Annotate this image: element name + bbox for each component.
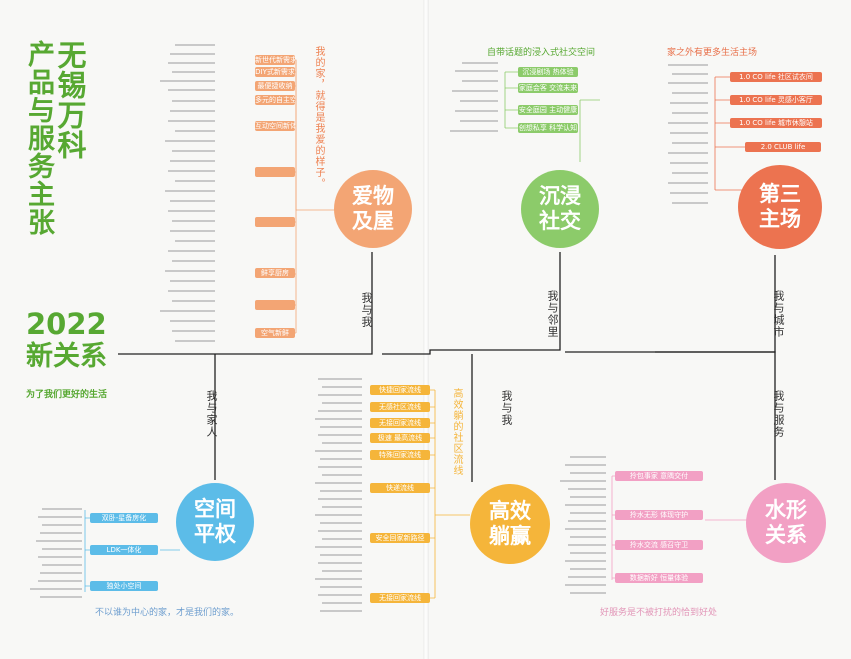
page-fold (423, 0, 429, 659)
aiwu-tag-1: 新世代新需求 (255, 55, 295, 65)
branch-me-me-bottom: 我与我 (500, 390, 513, 426)
aiwu-fine-print (160, 44, 215, 342)
circle-shuixing: 水形 关系 (746, 483, 826, 563)
shuixing-tag-3: 拎水交流 感召守卫 (615, 540, 703, 550)
chenjin-tag-1: 沉浸剧场 热体验 (518, 67, 578, 77)
connector-left-spine (118, 252, 373, 355)
shuixing-tag-2: 拎水无形 体现守护 (615, 510, 703, 520)
shuixing-tag-1: 拎包事家 意隅交付 (615, 471, 703, 481)
branch-me-family: 我与家人 (205, 390, 218, 438)
connector-service (655, 351, 776, 480)
gaoxiao-note: 高效躺的社区流线 (451, 388, 462, 476)
disan-tag-2: 1.0 CO life 灵感小客厅 (730, 95, 822, 105)
gaoxiao-tag-8: 无接回家流线 (370, 593, 430, 603)
branch-me-me-top: 我与我 (360, 292, 373, 328)
disan-branches (714, 76, 750, 191)
circle-kongjian: 空间 平权 (176, 483, 254, 561)
disan-caption: 家之外有更多生活主场 (667, 48, 758, 58)
kongjian-tag-3: 独处小空间 (90, 581, 158, 591)
title-product-service: 产品与服务主张 (23, 40, 54, 236)
aiwu-tag-5: 互动空间新体验 (255, 121, 295, 131)
year: 2022 (26, 307, 107, 341)
chenjin-branches (504, 71, 600, 162)
title-wuxi-vanke: 无锡万科 (53, 40, 87, 160)
connector-mid-top (382, 252, 561, 355)
gaoxiao-branches (430, 389, 470, 599)
kongjian-tag-1: 双卧-星备房化 (90, 513, 158, 523)
gaoxiao-tag-3: 无接回家流线 (370, 418, 430, 428)
gaoxiao-tag-7: 安全回家新路径 (370, 533, 430, 543)
shuixing-tag-4: 数据新好 恒量体验 (615, 573, 703, 583)
disan-tag-4: 2.0 CLUB life (745, 142, 821, 152)
disan-fine-print (668, 64, 708, 204)
aiwu-tag-4: 多元的自主空间 (255, 95, 295, 105)
gaoxiao-tag-5: 特殊回家流线 (370, 450, 430, 460)
aiwu-tag-extra-3 (255, 300, 295, 310)
kongjian-fine-print (30, 508, 82, 598)
aiwu-tag-extra-2 (255, 217, 295, 227)
gaoxiao-tag-4: 极速 最高流线 (370, 433, 430, 443)
disan-tag-3: 1.0 CO life 城市休憩站 (730, 118, 822, 128)
branch-me-service: 我与服务 (772, 390, 785, 438)
aiwu-tag-3: 最便捷收纳 (255, 81, 295, 91)
circle-gaoxiao: 高效 躺赢 (470, 484, 550, 564)
aiwu-tag-7: 空气新鲜 (255, 328, 295, 338)
chenjin-caption: 自带话题的浸入式社交空间 (487, 48, 596, 58)
chenjin-tag-2: 家庭会客 交流未来 (518, 83, 578, 93)
aiwu-tag-6: 鲜享厨房 (255, 268, 295, 278)
gaoxiao-tag-2: 无感社区流线 (370, 402, 430, 412)
circle-disan: 第三 主场 (738, 165, 822, 249)
shuixing-branches (611, 475, 748, 580)
chenjin-tag-4: 创想私享 科学认知 (518, 123, 578, 133)
gaoxiao-fine-print (315, 378, 362, 612)
tagline: 为了我们更好的生活 (26, 390, 108, 400)
aiwu-tag-2: DIY式新需求 (255, 67, 295, 77)
kongjian-caption: 不以谁为中心的家，才是我们的家。 (95, 608, 240, 618)
kongjian-tag-2: LDK一体化 (90, 545, 158, 555)
shuixing-caption: 好服务是不被打扰的恰到好处 (600, 608, 718, 618)
gaoxiao-tag-1: 快捷回家流线 (370, 385, 430, 395)
branch-me-city: 我与城市 (772, 290, 785, 338)
circle-aiwu: 爱物 及屋 (334, 170, 412, 248)
disan-tag-1: 1.0 CO life 社区试衣间 (730, 72, 822, 82)
branch-me-neighbors: 我与邻里 (546, 290, 559, 338)
kongjian-branches (84, 510, 180, 592)
aiwu-tag-extra-1 (255, 167, 295, 177)
subtitle-new-relation: 新关系 (26, 341, 107, 372)
circle-chenjin: 沉浸 社交 (521, 170, 599, 248)
chenjin-tag-3: 安全庭园 主动健康 (518, 105, 578, 115)
aiwu-note: 我的家，就得是我爱的样子。 (313, 46, 324, 189)
chenjin-fine-print (450, 62, 498, 132)
gaoxiao-tag-6: 快递流线 (370, 483, 430, 493)
shuixing-fine-print (560, 456, 606, 594)
